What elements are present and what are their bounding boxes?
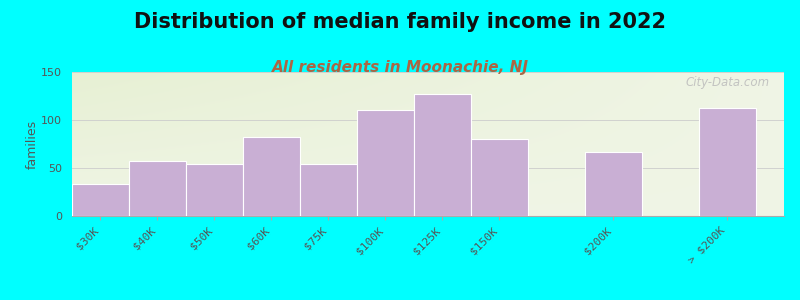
Text: Distribution of median family income in 2022: Distribution of median family income in … (134, 12, 666, 32)
Bar (470, 139, 528, 216)
Bar (72, 184, 129, 216)
Y-axis label: families: families (26, 119, 38, 169)
Text: All residents in Moonachie, NJ: All residents in Moonachie, NJ (271, 60, 529, 75)
Bar (186, 164, 243, 216)
Bar (243, 137, 300, 216)
Bar (300, 164, 357, 216)
Bar (414, 94, 470, 216)
Text: City-Data.com: City-Data.com (686, 76, 770, 89)
Bar (698, 107, 755, 216)
Bar (585, 152, 642, 216)
Bar (129, 161, 186, 216)
Bar (357, 110, 414, 216)
